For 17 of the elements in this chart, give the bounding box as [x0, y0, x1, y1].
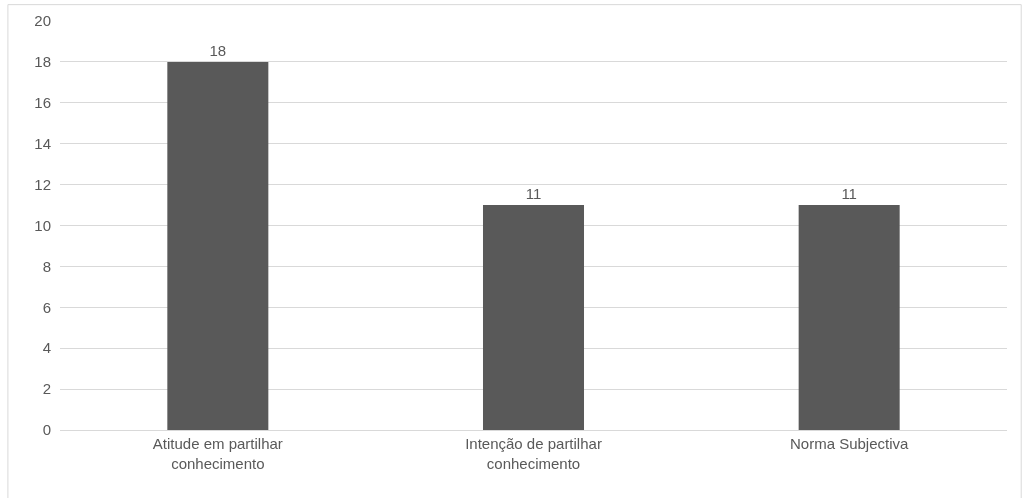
- data-label: 11: [841, 185, 857, 203]
- y-tick-label: 6: [42, 298, 51, 316]
- y-tick-label: 10: [34, 216, 51, 234]
- x-tick-label: Norma Subjectiva: [789, 435, 910, 452]
- y-tick-label: 8: [42, 257, 51, 275]
- y-tick-label: 12: [34, 175, 51, 193]
- y-tick-label: 4: [42, 339, 51, 357]
- y-tick-label: 0: [42, 421, 51, 439]
- y-tick-label: 18: [34, 53, 51, 71]
- data-label: 18: [209, 41, 227, 59]
- y-tick-label: 14: [34, 134, 51, 152]
- data-label: 11: [525, 185, 542, 203]
- x-tick-label: Intenção de partilhar conhecimento: [465, 435, 602, 472]
- y-tick-label: 16: [34, 94, 51, 112]
- y-tick-label: 2: [42, 380, 51, 398]
- y-tick-label: 20: [34, 12, 51, 30]
- x-tick-label: Atitude em partilhar conhecimento: [152, 435, 283, 472]
